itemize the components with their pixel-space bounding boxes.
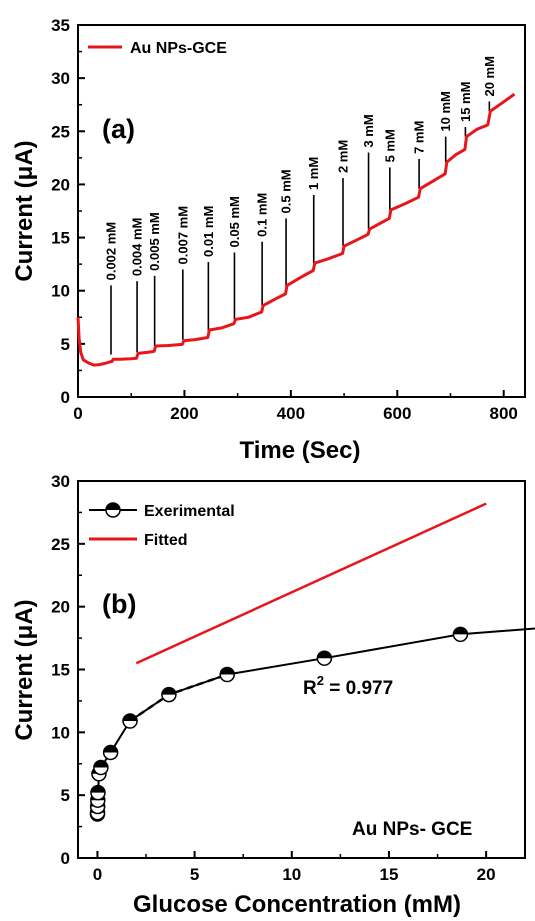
panel-a-y-tick-label: 30: [51, 69, 70, 88]
concentration-label: 2 mM: [336, 140, 351, 173]
experimental-data-point: [453, 627, 467, 641]
panel-a-y-axis-title: Current (μA): [11, 140, 38, 281]
experimental-data-point: [162, 688, 176, 702]
concentration-label: 15 mM: [458, 82, 473, 122]
concentration-label: 0.004 mM: [130, 218, 145, 277]
panel-b-x-axis-title: Glucose Concentration (mM): [133, 891, 461, 918]
experimental-data-point: [104, 745, 118, 759]
concentration-label: 20 mM: [482, 56, 497, 96]
panel-a-concentration-markers: 0.002 mM 0.004 mM 0.005 mM 0.007 mM 0.01 mM 0…: [103, 56, 496, 354]
panel-b-experimental-dashed-line: [130, 675, 227, 722]
concentration-label: 0.1 mM: [255, 193, 270, 237]
panel-a-x-axis-title: Time (Sec): [240, 437, 361, 464]
concentration-label: 0.002 mM: [103, 222, 118, 281]
panel-a-panel-label: (a): [102, 114, 135, 144]
panel-a-y-tick-label: 10: [51, 282, 70, 301]
panel-b-y-tick-label: 0: [61, 849, 70, 868]
panel-a-x-tick-label: 0: [73, 404, 82, 423]
panel-a-y-tick-label: 15: [51, 229, 70, 248]
panel-b-x-tick-label: 20: [477, 865, 496, 884]
concentration-label: 10 mM: [438, 91, 453, 131]
panel-a-plot-frame: [78, 25, 525, 397]
concentration-label: 0.05 mM: [227, 196, 242, 247]
panel-b-x-tick-label: 10: [282, 865, 301, 884]
concentration-label: 1 mM: [306, 157, 321, 190]
legend-experimental-label: Exerimental: [144, 503, 235, 520]
panel-b-y-tick-label: 30: [51, 472, 70, 491]
panel-a-y-tick-label: 0: [61, 388, 70, 407]
legend-experimental-marker: [106, 503, 120, 517]
experimental-data-point: [94, 761, 108, 775]
panel-b-y-axis-title: Current (μA): [11, 599, 38, 740]
concentration-label: 0.5 mM: [279, 169, 294, 213]
legend-fitted-label: Fitted: [144, 532, 188, 549]
panel-a-y-tick-label: 5: [61, 335, 70, 354]
experimental-data-point: [317, 651, 331, 665]
panel-b-panel-label: (b): [102, 589, 136, 619]
panel-b-y-tick-label: 5: [61, 786, 70, 805]
concentration-label: 0.01 mM: [201, 206, 216, 257]
panel-b-y-tick-label: 10: [51, 723, 70, 742]
concentration-label: 0.005 mM: [147, 212, 162, 271]
panel-b-legend: Exerimental Fitted: [89, 503, 235, 549]
panel-b-y-tick-label: 15: [51, 661, 70, 680]
concentration-label: 7 mM: [412, 121, 427, 154]
panel-a-x-tick-label: 200: [170, 404, 198, 423]
concentration-label: 3 mM: [361, 114, 376, 147]
panel-b-y-tick-label: 20: [51, 598, 70, 617]
panel-a-ticks: 0 200 400 600 800 0 5 10 15 20 25 30 35: [51, 16, 518, 423]
panel-a-x-tick-label: 800: [490, 404, 518, 423]
experimental-data-point: [220, 668, 234, 682]
concentration-label: 0.007 mM: [175, 206, 190, 265]
panel-b-x-tick-label: 5: [190, 865, 199, 884]
experimental-data-point: [123, 714, 137, 728]
r-squared-annotation: R2 = 0.977: [303, 673, 393, 699]
panel-b-x-tick-label: 15: [379, 865, 398, 884]
panel-a-legend-label: Au NPs-GCE: [130, 40, 227, 57]
experimental-data-point: [91, 786, 105, 800]
panel-a-y-tick-label: 20: [51, 175, 70, 194]
panel-a-y-tick-label: 35: [51, 16, 70, 35]
panel-b-y-tick-label: 25: [51, 535, 70, 554]
concentration-label: 5 mM: [382, 129, 397, 162]
panel-b-x-tick-label: 0: [93, 865, 102, 884]
panel-a-x-tick-label: 400: [277, 404, 305, 423]
panel-a-x-tick-label: 600: [383, 404, 411, 423]
electrode-annotation: Au NPs- GCE: [352, 819, 472, 840]
panel-a-y-tick-label: 25: [51, 122, 70, 141]
